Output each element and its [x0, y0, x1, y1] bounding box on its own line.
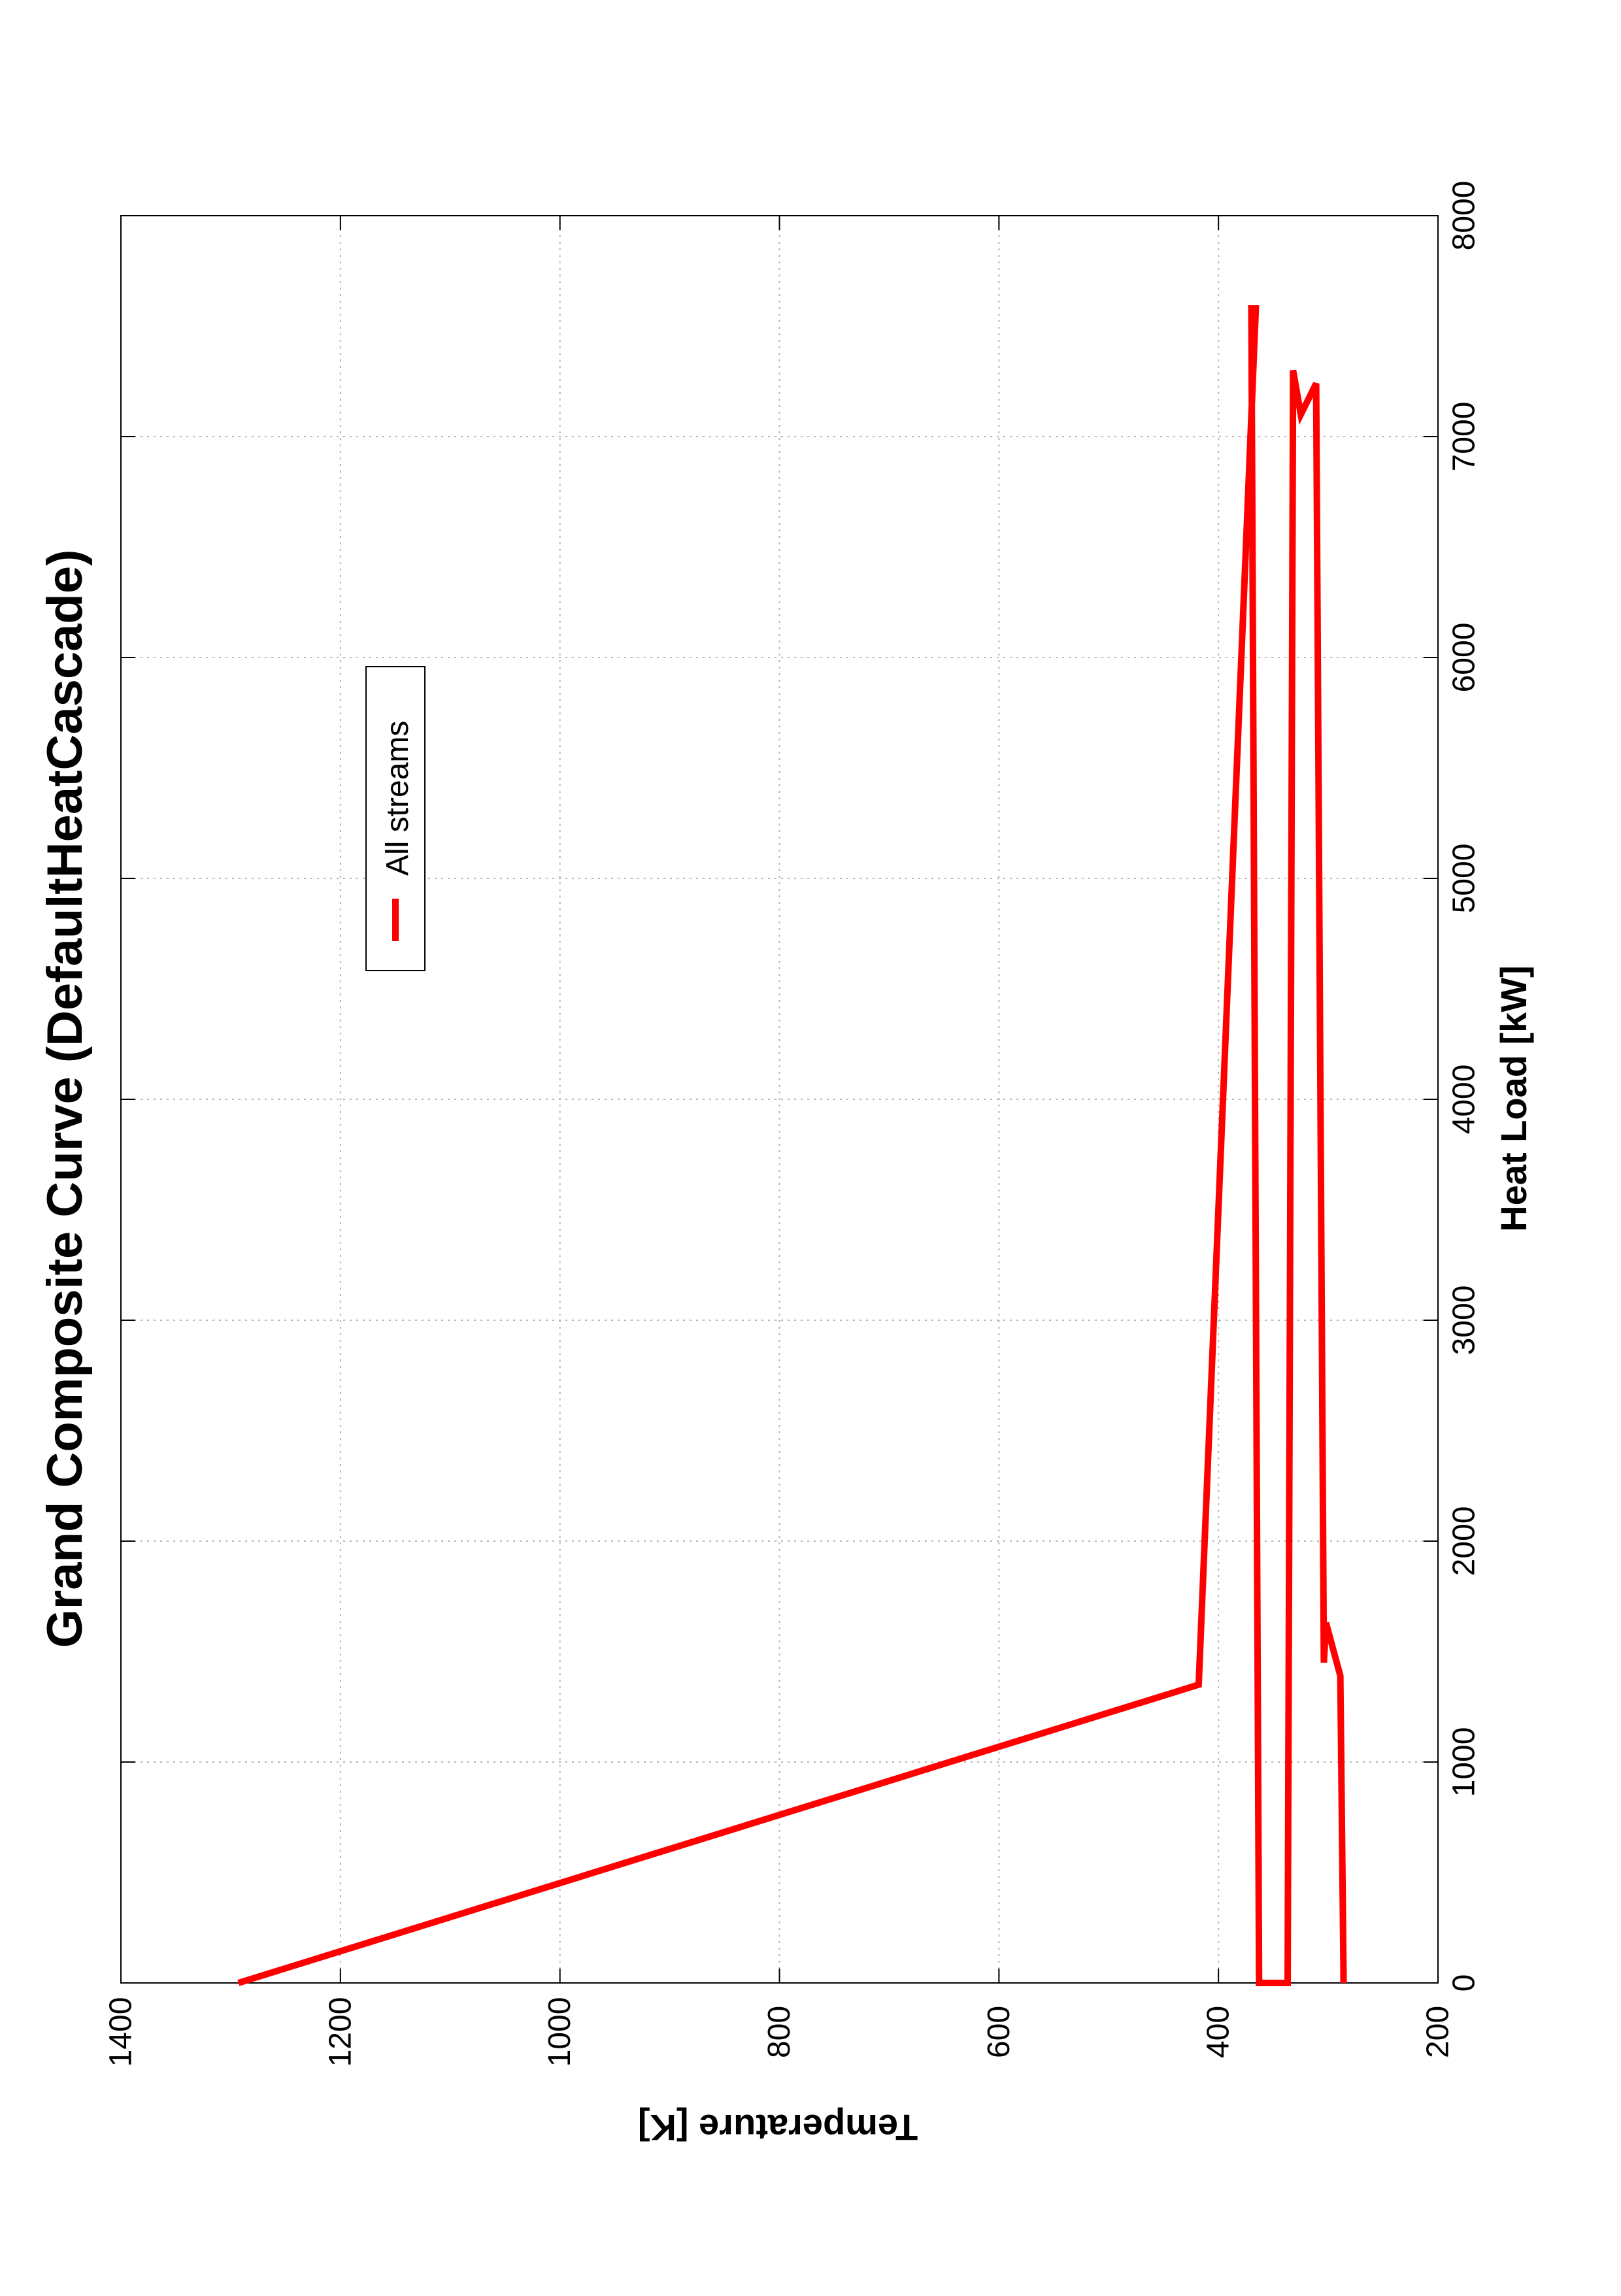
legend-label-all-streams: All streams [380, 721, 415, 876]
x-tick-label: 1000 [1447, 1727, 1482, 1797]
y-axis-label: Temperature [K] [638, 2107, 918, 2148]
x-tick-label: 2000 [1447, 1506, 1482, 1576]
legend-box [365, 666, 426, 971]
x-tick-label: 7000 [1447, 402, 1482, 472]
x-tick-label: 6000 [1447, 623, 1482, 693]
chart-title: Grand Composite Curve (DefaultHeatCascad… [37, 550, 93, 1648]
legend: All streams [365, 666, 426, 971]
series-layer [237, 305, 1347, 1986]
x-tick-label: 0 [1447, 1974, 1482, 1992]
y-tick-label: 800 [762, 2006, 797, 2058]
series-line-all-streams [237, 305, 1347, 1986]
x-tick-label: 8000 [1447, 181, 1482, 251]
y-tick-label: 1000 [543, 1997, 577, 2067]
y-tick-label: 200 [1421, 2006, 1456, 2058]
x-tick-label: 4000 [1447, 1065, 1482, 1135]
x-tick-label: 3000 [1447, 1286, 1482, 1356]
y-tick-label: 600 [982, 2006, 1016, 2058]
x-axis-label: Heat Load [kW] [1493, 965, 1534, 1232]
y-tick-label: 400 [1201, 2006, 1236, 2058]
y-tick-label: 1400 [104, 1997, 139, 2067]
tick-layer: 0 1000 2000 3000 4000 5000 6000 7000 8000 200 400 6… [104, 181, 1482, 2067]
x-tick-label: 5000 [1447, 844, 1482, 914]
grid-layer [121, 216, 1438, 1983]
y-tick-label: 1200 [323, 1997, 358, 2067]
